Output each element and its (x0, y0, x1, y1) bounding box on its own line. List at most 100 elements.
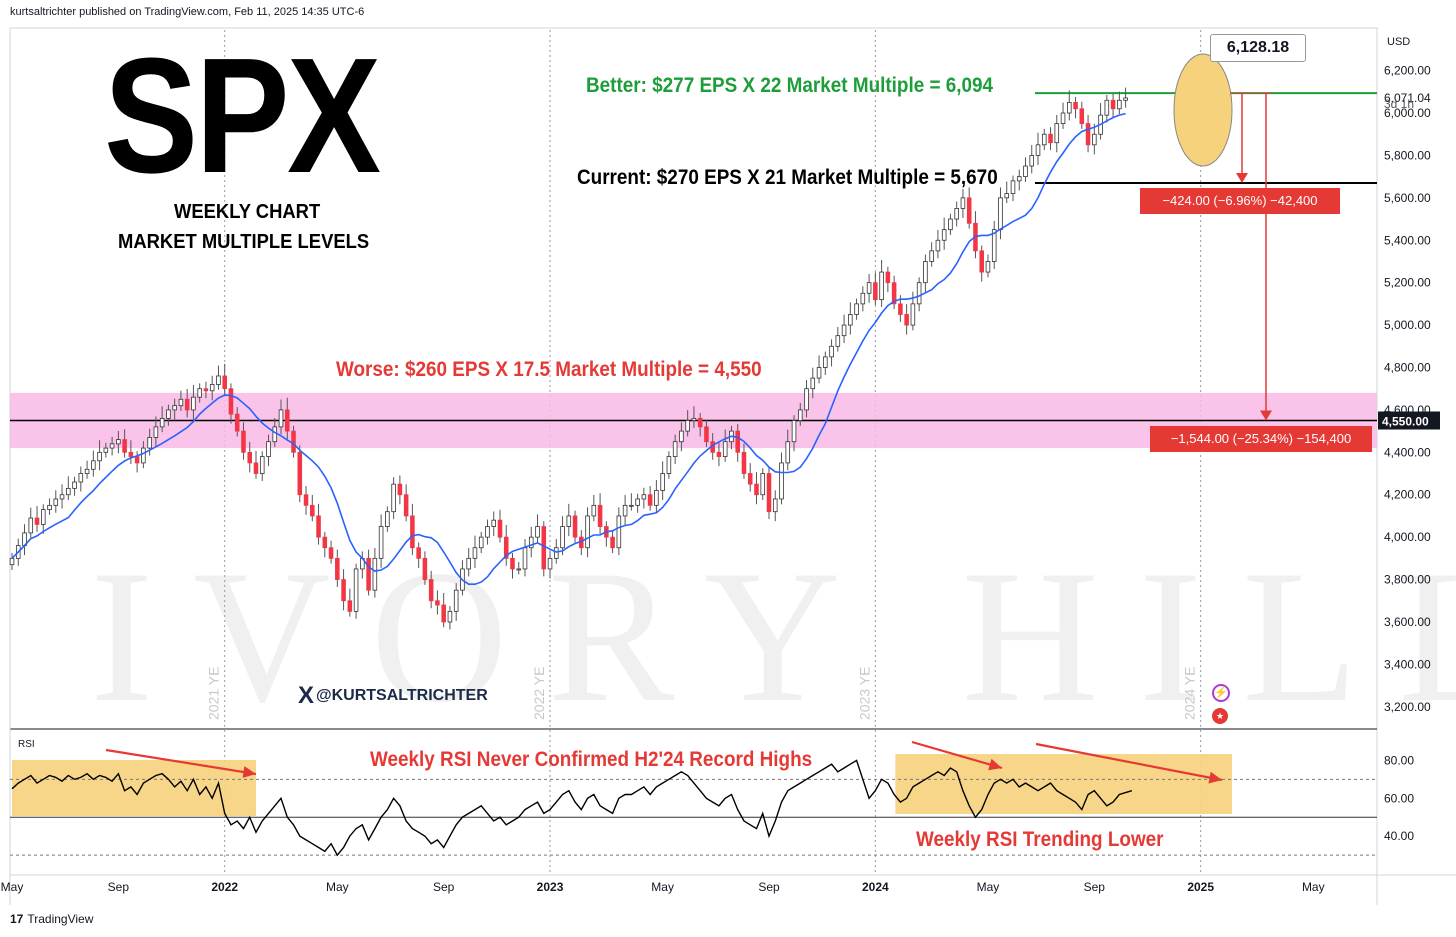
annotation-worse: Worse: $260 EPS X 17.5 Market Multiple =… (336, 358, 762, 381)
candle-body-59 (378, 526, 384, 559)
candle-body-39 (253, 462, 259, 474)
candle-body-175 (1104, 99, 1110, 116)
candle-body-50 (322, 536, 328, 549)
candle-body-25 (166, 409, 171, 419)
candle-body-105 (666, 456, 672, 474)
candle-body-55 (353, 568, 359, 612)
published-caption: kurtsaltrichter published on TradingView… (10, 6, 365, 18)
price-tick-13: 5,800.00 (1384, 148, 1431, 162)
candle-body-158 (998, 197, 1003, 231)
candle-body-62 (397, 483, 403, 496)
candle-body-106 (672, 441, 678, 457)
candle-body-52 (335, 557, 340, 580)
candle-body-120 (760, 473, 766, 496)
currency-label[interactable]: USD (1387, 36, 1411, 48)
candle-body-116 (735, 430, 740, 453)
time-tick-9: May (977, 880, 1000, 894)
candle-body-127 (804, 388, 809, 411)
watermark: IVORY HILL (90, 532, 1456, 742)
candle-body-149 (941, 229, 947, 241)
candle-body-16 (109, 443, 115, 449)
candle-body-46 (297, 451, 303, 496)
candle-body-113 (716, 451, 722, 457)
candle-body-49 (316, 515, 321, 538)
candle-body-137 (866, 282, 872, 294)
candle-body-114 (722, 441, 728, 457)
rsi-highlight-1 (895, 754, 1232, 814)
price-tick-6: 4,400.00 (1384, 445, 1431, 459)
candle-body-88 (560, 526, 565, 549)
candle-body-64 (410, 515, 415, 549)
time-tick-10: Sep (1084, 880, 1106, 894)
price-tick-12: 5,600.00 (1384, 191, 1431, 205)
drop-measure-2: −1,544.00 (−25.34%) −154,400 (1150, 426, 1372, 452)
candle-body-90 (572, 515, 578, 538)
time-tick-4: Sep (433, 880, 455, 894)
time-tick-12: May (1302, 880, 1325, 894)
candle-body-156 (985, 261, 991, 273)
candle-body-9 (66, 487, 71, 496)
candle-body-165 (1041, 133, 1047, 146)
candle-body-144 (910, 303, 916, 326)
candle-body-48 (310, 504, 315, 517)
candle-body-47 (303, 494, 309, 506)
candle-body-153 (966, 197, 972, 224)
candle-body-170 (1073, 102, 1078, 110)
candle-body-73 (466, 557, 471, 570)
candle-body-6 (47, 504, 52, 510)
candle-body-63 (403, 494, 409, 517)
candle-body-60 (385, 511, 390, 527)
peak-highlight (1173, 53, 1233, 167)
candle-body-86 (547, 557, 553, 570)
price-tick-1: 3,400.00 (1384, 657, 1431, 671)
candle-body-43 (278, 409, 284, 428)
footer-brand[interactable]: TradingView (27, 912, 94, 926)
time-tick-1: Sep (108, 880, 130, 894)
time-tick-6: May (651, 880, 674, 894)
price-tick-11: 5,400.00 (1384, 233, 1431, 247)
candle-body-152 (960, 197, 966, 209)
rsi-arrow-2-line (911, 740, 1003, 770)
candle-body-38 (247, 451, 253, 464)
candle-body-34 (222, 375, 227, 390)
candle-body-132 (835, 335, 841, 347)
candle-body-110 (697, 417, 703, 428)
candle-body-173 (1092, 133, 1097, 146)
candle-body-57 (366, 557, 371, 591)
us-flag-icon[interactable]: ★ (1212, 708, 1228, 724)
candle-body-74 (472, 547, 478, 559)
tv-logo-icon: 17 (10, 912, 24, 926)
candle-body-8 (59, 494, 65, 500)
candle-body-130 (823, 356, 828, 368)
bolt-icon[interactable]: ⚡ (1212, 684, 1230, 702)
candle-body-68 (435, 600, 440, 606)
time-tick-7: Sep (758, 880, 780, 894)
time-tick-3: May (326, 880, 349, 894)
candle-body-35 (228, 388, 234, 415)
candle-body-126 (797, 409, 803, 421)
time-tick-5: 2023 (537, 880, 564, 894)
candle-body-70 (447, 610, 453, 623)
arrow2-head (1260, 410, 1272, 421)
candle-body-125 (791, 420, 797, 443)
price-tick-4: 4,000.00 (1384, 530, 1431, 544)
candle-body-24 (159, 417, 165, 428)
candle-body-36 (234, 413, 240, 432)
rsi-arrow-1-line (105, 748, 257, 776)
candle-body-84 (535, 526, 540, 538)
candle-body-21 (141, 447, 146, 464)
candle-body-51 (328, 547, 334, 559)
candle-body-136 (860, 292, 866, 305)
candle-body-10 (72, 481, 77, 489)
time-tick-2: 2022 (211, 880, 238, 894)
candle-body-118 (747, 473, 753, 485)
candle-body-32 (209, 384, 215, 392)
candle-body-166 (1048, 133, 1053, 144)
candle-body-65 (416, 547, 421, 559)
candle-body-33 (216, 375, 221, 385)
price-tick-0: 3,200.00 (1384, 700, 1431, 714)
price-tick-5: 4,200.00 (1384, 488, 1431, 502)
candle-body-93 (591, 504, 597, 517)
candle-body-98 (622, 504, 628, 517)
candle-body-81 (516, 568, 522, 571)
